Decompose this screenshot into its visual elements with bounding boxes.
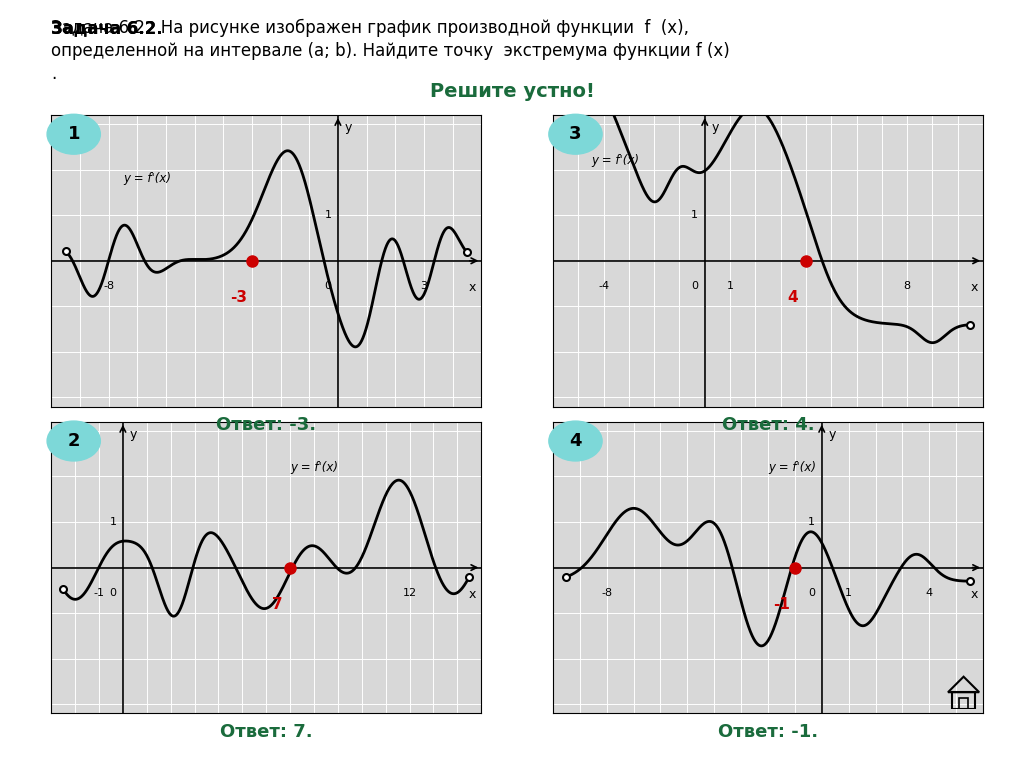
- Text: Ответ: 4.: Ответ: 4.: [722, 416, 814, 433]
- Text: 1: 1: [691, 210, 698, 220]
- Text: 1: 1: [808, 517, 815, 527]
- Text: x: x: [469, 281, 476, 295]
- Text: 4: 4: [926, 588, 933, 598]
- Text: 4: 4: [569, 432, 582, 450]
- Text: 1: 1: [110, 517, 117, 527]
- Text: .: .: [51, 65, 56, 83]
- Text: x: x: [469, 588, 476, 601]
- Text: Задача 6.2.  На рисунке изображен график производной функции  f  (x),: Задача 6.2. На рисунке изображен график …: [51, 19, 689, 38]
- Text: 4: 4: [787, 290, 799, 305]
- Text: 1: 1: [727, 281, 733, 291]
- Text: Ответ: -1.: Ответ: -1.: [718, 723, 818, 740]
- Text: -3: -3: [230, 290, 248, 305]
- Text: 0: 0: [325, 281, 332, 291]
- Text: определенной на интервале (a; b). Найдите точку  экстремума функции f (x): определенной на интервале (a; b). Найдит…: [51, 42, 730, 60]
- Text: -1: -1: [773, 597, 791, 612]
- Text: 2: 2: [68, 432, 80, 450]
- Text: -8: -8: [601, 588, 612, 598]
- Text: y: y: [344, 121, 352, 134]
- Text: 1: 1: [68, 125, 80, 143]
- Text: 8: 8: [903, 281, 910, 291]
- Text: 7: 7: [272, 597, 283, 612]
- Text: 0: 0: [110, 588, 117, 598]
- Text: -4: -4: [598, 281, 609, 291]
- Text: y: y: [712, 121, 719, 134]
- Text: Задача 6.2.: Задача 6.2.: [51, 19, 163, 37]
- Text: y = f'(x): y = f'(x): [123, 173, 171, 186]
- Text: 1: 1: [325, 210, 332, 220]
- Text: Решите устно!: Решите устно!: [429, 82, 595, 101]
- Text: y = f'(x): y = f'(x): [591, 154, 639, 167]
- Text: Задача 6.2.: Задача 6.2.: [51, 19, 163, 37]
- Text: -8: -8: [103, 281, 114, 291]
- Text: 3: 3: [421, 281, 427, 291]
- Text: 0: 0: [808, 588, 815, 598]
- Text: x: x: [971, 588, 978, 601]
- Text: 3: 3: [569, 125, 582, 143]
- Bar: [952, 692, 975, 709]
- Text: y: y: [828, 428, 836, 441]
- Text: y: y: [129, 428, 137, 441]
- Text: Ответ: -3.: Ответ: -3.: [216, 416, 316, 433]
- Text: Ответ: 7.: Ответ: 7.: [220, 723, 312, 740]
- Text: x: x: [971, 281, 978, 295]
- Text: 1: 1: [845, 588, 852, 598]
- Bar: [958, 699, 969, 709]
- Text: y = f'(x): y = f'(x): [768, 461, 816, 474]
- Text: -1: -1: [93, 588, 104, 598]
- Text: y = f'(x): y = f'(x): [290, 461, 338, 474]
- Text: 12: 12: [402, 588, 417, 598]
- Text: 0: 0: [691, 281, 698, 291]
